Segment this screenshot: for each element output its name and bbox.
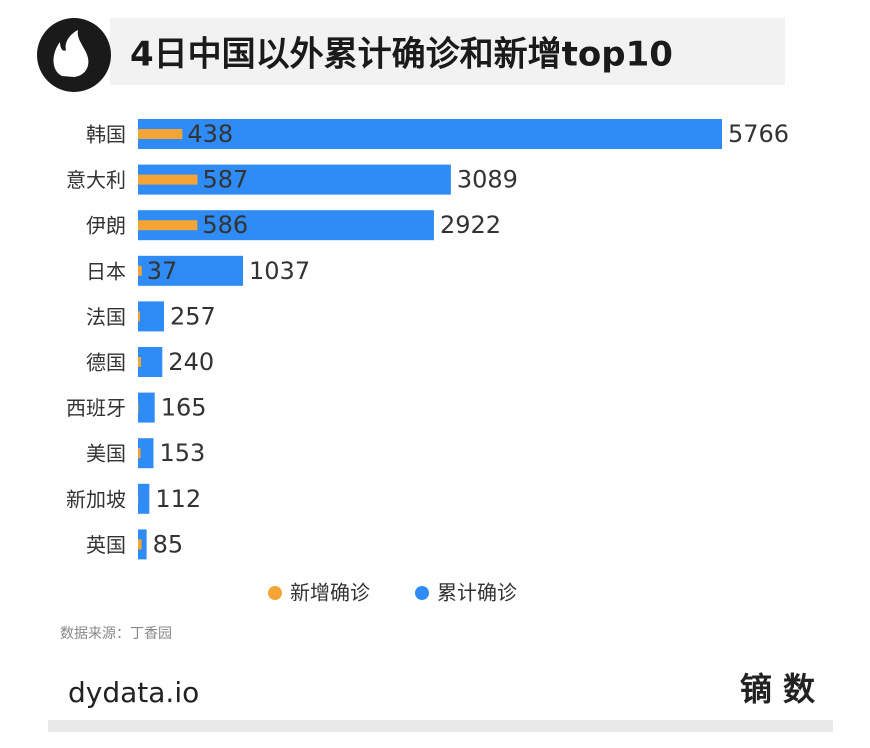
total-label: 240 <box>168 348 214 376</box>
total-label: 165 <box>161 394 207 422</box>
bar-total <box>138 255 244 286</box>
bar-new <box>138 539 142 550</box>
legend-marker <box>415 586 429 600</box>
new-label: 586 <box>202 211 248 239</box>
footer-band <box>48 720 833 732</box>
new-label: 587 <box>202 166 248 194</box>
bar-new <box>138 265 142 276</box>
category-label: 韩国 <box>86 123 126 147</box>
category-label: 美国 <box>86 442 126 466</box>
brand-right: 镝 数 <box>740 670 816 708</box>
category-label: 德国 <box>86 351 126 375</box>
new-label: 438 <box>187 120 233 148</box>
total-label: 2922 <box>440 211 501 239</box>
bar-new <box>138 129 183 139</box>
logo-flame <box>53 30 89 77</box>
total-label: 5766 <box>728 120 789 148</box>
category-label: 英国 <box>86 533 126 557</box>
category-label: 法国 <box>86 305 126 329</box>
bar-new <box>138 357 142 367</box>
category-label: 新加坡 <box>66 487 126 511</box>
title-band <box>110 18 785 85</box>
new-label: 37 <box>147 257 178 285</box>
source: 数据来源：丁香园 <box>60 626 172 642</box>
category-label: 伊朗 <box>86 214 126 238</box>
brand: dydata.io <box>68 676 199 709</box>
total-label: 153 <box>159 439 205 467</box>
category-label: 西班牙 <box>66 396 126 420</box>
chart-title: 4日中国以外累计确诊和新增top10 <box>130 35 673 75</box>
bar-total <box>138 438 154 469</box>
legend-label: 累计确诊 <box>437 581 517 605</box>
total-label: 3089 <box>457 166 518 194</box>
total-label: 1037 <box>249 257 310 285</box>
bar-total <box>138 529 147 560</box>
total-label: 112 <box>155 485 201 513</box>
total-label: 257 <box>170 302 216 330</box>
total-label: 85 <box>153 530 184 558</box>
bar-total <box>138 301 165 332</box>
bar-total <box>138 483 150 514</box>
category-label: 意大利 <box>66 168 126 192</box>
bar-total <box>138 119 722 149</box>
bar-new <box>138 174 198 185</box>
bar-new <box>138 448 141 459</box>
legend-marker <box>268 586 282 600</box>
bar-new <box>138 220 198 231</box>
category-label: 日本 <box>86 259 126 283</box>
bar-new <box>138 311 141 322</box>
bar-total <box>138 347 163 377</box>
bar-total <box>138 392 155 423</box>
bar-new <box>138 402 139 413</box>
legend-label: 新增确诊 <box>290 581 370 605</box>
